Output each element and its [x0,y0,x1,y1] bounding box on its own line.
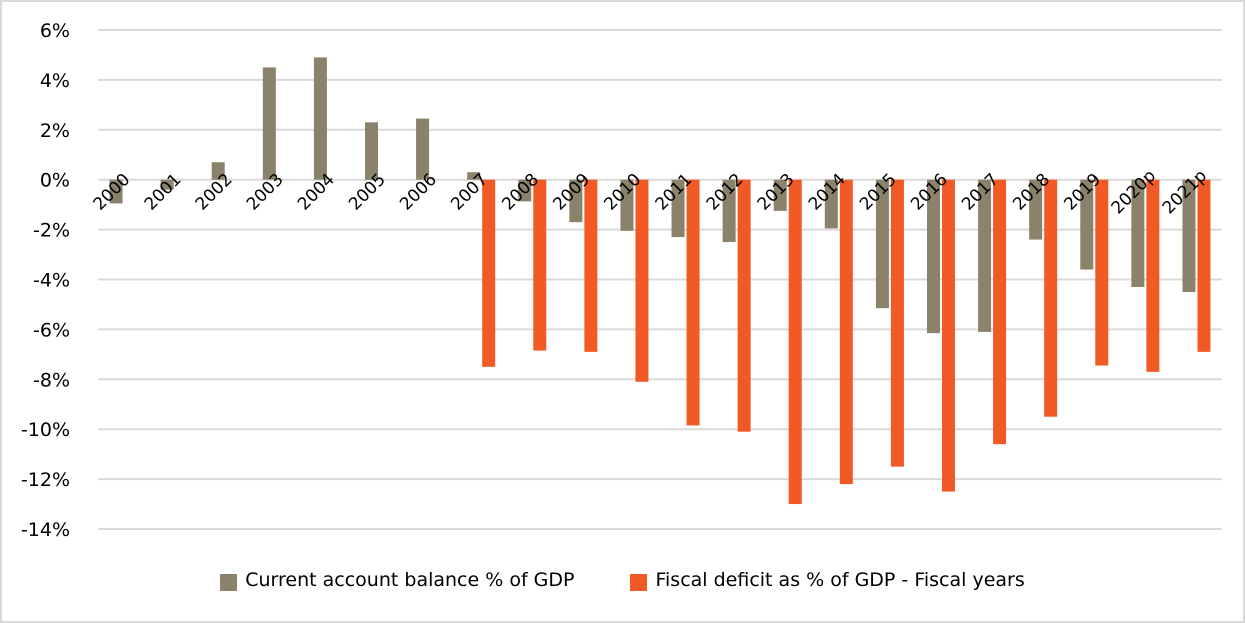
bar-current-account [313,57,327,180]
bar-current-account [978,179,992,332]
bar-current-account [671,179,685,238]
y-tick-label: -14% [21,519,70,541]
x-tick-label: 2000 [90,170,135,215]
bar-current-account [160,179,174,190]
bar-current-account [467,172,481,180]
legend-swatch-current-account [220,574,238,591]
bar-fiscal-deficit [942,179,955,492]
bar-fiscal-deficit [686,179,700,426]
y-tick-label: 6% [40,20,70,42]
bar-fiscal-deficit [839,179,853,485]
bar-current-account [569,179,583,223]
y-tick-label: -12% [21,469,70,491]
bar-current-account [620,179,634,231]
bar-current-account [875,179,889,309]
bar-fiscal-deficit [1095,179,1109,366]
bar-fiscal-deficit [584,179,598,352]
y-tick-label: -8% [33,369,70,391]
y-tick-label: 4% [40,70,70,92]
bar-current-account [773,179,787,211]
bar-current-account [416,118,430,180]
bar-current-account [1131,179,1145,287]
legend-label-current-account: Current account balance % of GDP [245,568,575,591]
legend-item-current-account: Current account balance % of GDP [220,568,574,591]
bar-current-account [518,179,532,202]
bar-fiscal-deficit [993,179,1007,445]
bar-current-account [1080,179,1094,270]
y-tick-label: -4% [33,270,70,292]
bar-current-account [211,162,225,180]
chart-legend: Current account balance % of GDP Fiscal … [0,568,1245,591]
bar-fiscal-deficit [890,179,904,467]
y-tick-label: -2% [33,220,70,242]
y-tick-label: 0% [40,170,70,192]
y-tick-label: -6% [33,319,70,341]
bar-current-account [365,122,378,180]
bar-fiscal-deficit [635,179,649,382]
bar-current-account [722,179,736,243]
bar-fiscal-deficit [533,179,547,351]
legend-swatch-fiscal-deficit [630,574,648,591]
bar-fiscal-deficit [788,179,802,505]
bar-fiscal-deficit [482,179,496,367]
y-tick-label: 2% [40,120,70,142]
bar-current-account [824,179,838,229]
bar-fiscal-deficit [1197,179,1211,352]
x-tick-label: 2001 [141,170,186,215]
bar-fiscal-deficit [737,179,751,432]
bar-current-account [1029,179,1043,240]
bar-current-account [1182,179,1196,292]
legend-item-fiscal-deficit: Fiscal deficit as % of GDP - Fiscal year… [630,568,1025,591]
bar-fiscal-deficit [1146,179,1160,372]
y-tick-label: -10% [21,419,70,441]
bar-fiscal-deficit [1044,179,1058,417]
bar-current-account [262,67,276,180]
bar-current-account [927,179,940,334]
legend-label-fiscal-deficit: Fiscal deficit as % of GDP - Fiscal year… [655,568,1025,591]
bar-current-account [109,179,123,204]
